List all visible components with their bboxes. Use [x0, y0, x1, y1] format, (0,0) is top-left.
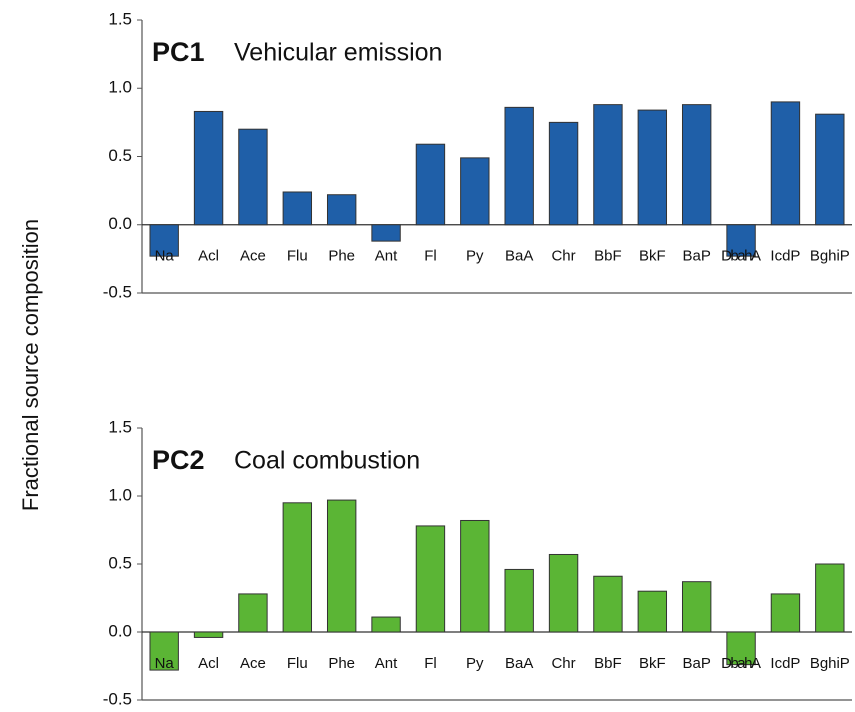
bar: [770, 101, 801, 226]
x-tick-label: Ant: [375, 655, 398, 672]
y-tick-label: -0.5: [103, 282, 132, 301]
x-tick-label: Ace: [240, 248, 266, 265]
x-tick-label: Py: [466, 655, 484, 672]
bar: [415, 143, 446, 226]
x-tick-label: Acl: [198, 655, 219, 672]
x-tick-label: Phe: [328, 655, 355, 672]
bar: [770, 593, 801, 633]
bar: [726, 631, 756, 666]
bar: [238, 593, 268, 633]
x-tick-label: Ace: [240, 655, 266, 672]
x-tick-label: Flu: [287, 248, 308, 265]
bar: [371, 616, 401, 633]
bar: [149, 224, 179, 257]
x-tick-label: IcdP: [770, 655, 800, 672]
x-tick-label: BaA: [505, 655, 533, 672]
bar: [326, 499, 357, 633]
x-tick-label: Fl: [424, 655, 437, 672]
bar: [193, 631, 224, 638]
y-tick-label: 1.5: [108, 417, 132, 436]
bar: [548, 121, 579, 226]
bar: [726, 224, 756, 257]
bar: [460, 519, 490, 633]
x-tick-label: Ant: [375, 248, 398, 265]
x-tick-label: BbF: [594, 655, 622, 672]
y-axis-label: Fractional source composition: [18, 219, 43, 511]
y-tick-label: 0.0: [108, 214, 132, 233]
x-tick-label: BghiP: [810, 248, 850, 265]
y-tick-label: 1.5: [108, 9, 132, 28]
x-tick-label: Flu: [287, 655, 308, 672]
x-tick-label: Py: [466, 248, 484, 265]
bar: [504, 568, 534, 633]
panel-label: PC2: [152, 445, 205, 475]
y-tick-label: -0.5: [103, 689, 132, 708]
y-tick-label: 1.0: [108, 78, 132, 97]
x-tick-label: Chr: [551, 655, 575, 672]
panel-title: Coal combustion: [234, 447, 420, 475]
x-tick-label: Na: [155, 655, 175, 672]
bar: [681, 581, 712, 633]
bar: [593, 104, 623, 226]
y-tick-label: 0.5: [108, 553, 132, 572]
x-tick-label: Phe: [328, 248, 355, 265]
bar: [815, 563, 845, 633]
y-tick-label: 1.0: [108, 485, 132, 504]
bar: [815, 113, 845, 226]
bar: [371, 224, 401, 242]
bar: [637, 109, 668, 226]
x-tick-label: Acl: [198, 248, 219, 265]
x-tick-label: BaP: [683, 248, 711, 265]
x-tick-label: Fl: [424, 248, 437, 265]
x-tick-label: BkF: [639, 655, 666, 672]
bar: [415, 525, 446, 633]
x-tick-label: Chr: [551, 248, 575, 265]
bar: [149, 631, 179, 671]
x-tick-label: BaP: [683, 655, 711, 672]
bar: [593, 575, 623, 633]
x-tick-label: BaA: [505, 248, 533, 265]
x-tick-label: Na: [155, 248, 175, 265]
y-tick-label: 0.5: [108, 146, 132, 165]
bar: [504, 106, 534, 226]
bar: [282, 191, 313, 226]
x-tick-label: BkF: [639, 248, 666, 265]
bar: [460, 157, 490, 226]
x-tick-label: IcdP: [770, 248, 800, 265]
x-tick-label: DbahA: [721, 248, 761, 265]
x-tick-label: BghiP: [810, 655, 850, 672]
bar: [637, 590, 668, 633]
x-tick-label: BbF: [594, 248, 622, 265]
bar: [238, 128, 268, 226]
panel-title: Vehicular emission: [234, 39, 442, 67]
bar: [282, 502, 313, 633]
bar: [548, 553, 579, 633]
bar: [326, 194, 357, 226]
x-tick-label: DbahA: [721, 655, 761, 672]
bar: [681, 104, 712, 226]
bar: [193, 110, 224, 226]
panel-label: PC1: [152, 37, 205, 67]
y-tick-label: 0.0: [108, 621, 132, 640]
